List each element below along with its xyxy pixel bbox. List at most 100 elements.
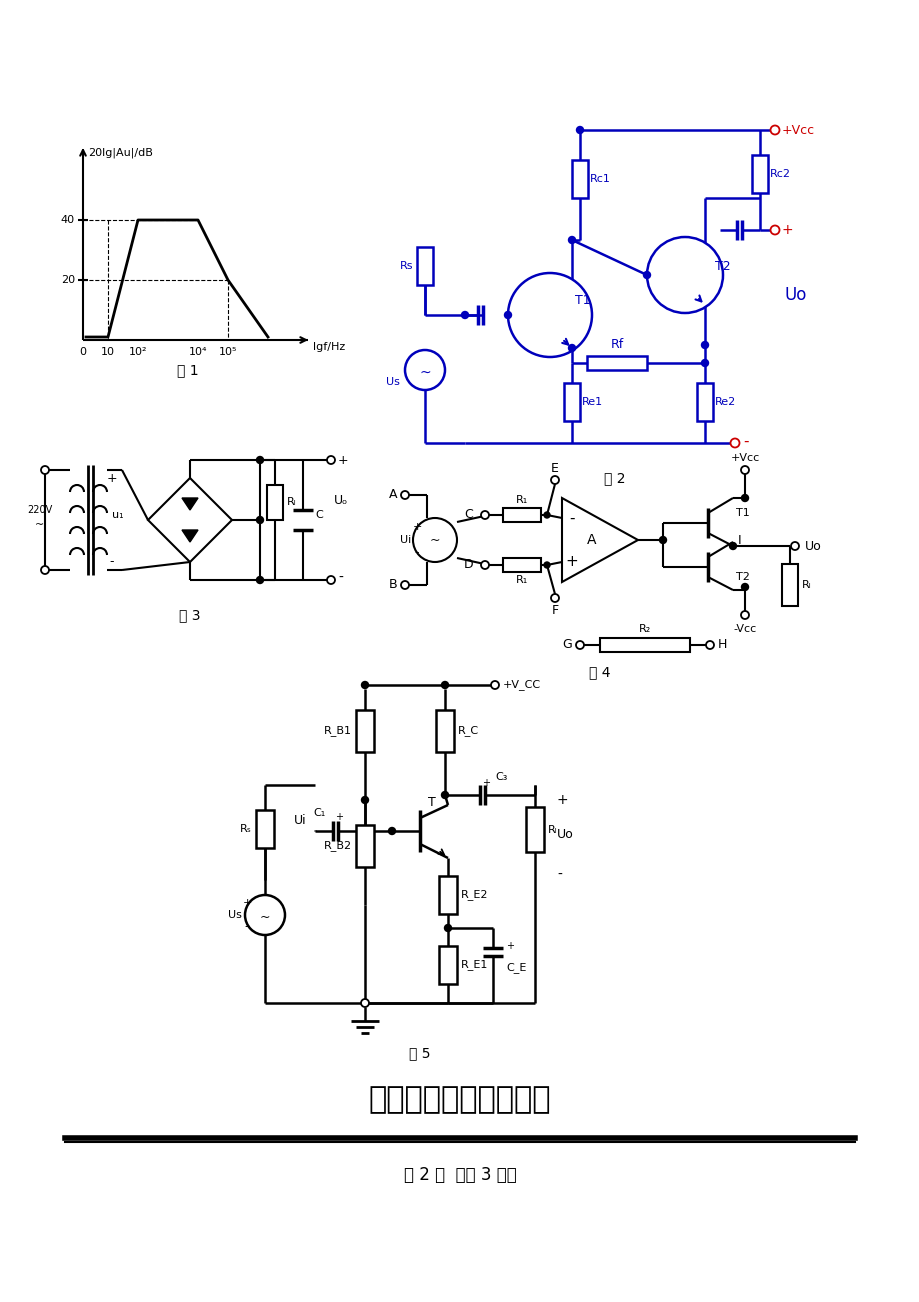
- Text: -: -: [244, 921, 249, 934]
- Text: -: -: [556, 868, 562, 881]
- Text: C₁: C₁: [313, 809, 325, 818]
- Bar: [255, 810, 274, 848]
- Text: Rₗ: Rₗ: [548, 825, 557, 835]
- Text: +Vcc: +Vcc: [730, 453, 759, 464]
- Text: T1: T1: [735, 508, 749, 518]
- Bar: [572, 160, 587, 198]
- Text: A: A: [388, 488, 397, 501]
- Text: G: G: [562, 638, 572, 651]
- Text: Rs: Rs: [399, 260, 413, 271]
- Text: D: D: [463, 559, 472, 572]
- Circle shape: [741, 495, 748, 501]
- Text: R_E2: R_E2: [460, 889, 488, 901]
- Circle shape: [729, 543, 736, 549]
- Bar: [586, 355, 646, 370]
- Text: 图 5: 图 5: [409, 1046, 430, 1060]
- Circle shape: [701, 341, 708, 349]
- Circle shape: [770, 225, 778, 234]
- Circle shape: [659, 536, 665, 543]
- Text: 20lg|Au|/dB: 20lg|Au|/dB: [88, 148, 153, 159]
- Bar: [697, 383, 712, 421]
- Text: R_C: R_C: [458, 725, 479, 737]
- Text: +: +: [107, 471, 118, 484]
- Text: Uo: Uo: [556, 828, 573, 841]
- Text: F: F: [550, 604, 558, 617]
- Text: H: H: [717, 638, 727, 651]
- Text: -: -: [109, 556, 114, 569]
- Circle shape: [41, 566, 49, 574]
- Circle shape: [770, 125, 778, 134]
- Circle shape: [441, 681, 448, 689]
- Circle shape: [740, 611, 748, 618]
- Text: -: -: [337, 572, 343, 585]
- Text: 图 2: 图 2: [604, 471, 625, 486]
- Circle shape: [646, 237, 722, 312]
- Text: Rₗ: Rₗ: [801, 579, 811, 590]
- Text: 220V: 220V: [28, 505, 52, 516]
- Text: T2: T2: [714, 260, 730, 273]
- Circle shape: [504, 311, 511, 319]
- Text: +: +: [242, 898, 252, 907]
- Text: 10⁵: 10⁵: [219, 348, 237, 357]
- Bar: [563, 383, 579, 421]
- Text: I: I: [737, 535, 741, 548]
- Text: lgf/Hz: lgf/Hz: [312, 342, 345, 352]
- Text: -: -: [569, 510, 574, 526]
- Bar: [781, 564, 797, 605]
- Circle shape: [401, 491, 409, 499]
- Circle shape: [491, 681, 498, 689]
- Text: Rc2: Rc2: [769, 169, 790, 178]
- Bar: [436, 710, 453, 753]
- Circle shape: [326, 575, 335, 585]
- Text: R_B2: R_B2: [323, 841, 352, 852]
- Text: 20: 20: [61, 275, 75, 285]
- Text: Us: Us: [386, 378, 400, 387]
- Circle shape: [413, 518, 457, 562]
- Bar: [356, 825, 374, 867]
- Polygon shape: [182, 530, 198, 542]
- Text: R₁: R₁: [516, 575, 528, 585]
- Bar: [503, 508, 540, 522]
- Circle shape: [361, 797, 369, 803]
- Text: -Vcc: -Vcc: [732, 624, 755, 634]
- Circle shape: [256, 517, 263, 523]
- Text: +: +: [335, 812, 343, 822]
- Circle shape: [575, 641, 584, 648]
- Circle shape: [388, 828, 395, 835]
- Circle shape: [790, 542, 798, 549]
- Text: C: C: [464, 509, 472, 522]
- Text: +: +: [505, 941, 514, 950]
- Text: -: -: [743, 434, 748, 448]
- Text: Rf: Rf: [609, 339, 623, 352]
- Text: R_E1: R_E1: [460, 960, 488, 970]
- Circle shape: [568, 345, 575, 352]
- Text: ~: ~: [419, 366, 430, 380]
- Text: Uo: Uo: [804, 539, 821, 552]
- Text: +: +: [781, 223, 793, 237]
- Text: 第 2 页  （共 3 页）: 第 2 页 （共 3 页）: [403, 1167, 516, 1184]
- Bar: [438, 947, 457, 984]
- Text: Rₛ: Rₛ: [240, 824, 252, 835]
- Text: 图 1: 图 1: [177, 363, 199, 378]
- Text: +: +: [556, 793, 568, 807]
- Polygon shape: [148, 478, 232, 562]
- Circle shape: [543, 512, 550, 518]
- Text: Uₒ: Uₒ: [334, 493, 348, 506]
- Text: C_E: C_E: [505, 962, 526, 974]
- Circle shape: [481, 510, 489, 519]
- Text: Rc1: Rc1: [589, 174, 610, 184]
- Text: ~: ~: [35, 519, 45, 530]
- Circle shape: [568, 237, 575, 243]
- Text: u₁: u₁: [112, 510, 123, 519]
- Text: 图 3: 图 3: [179, 608, 200, 622]
- Text: 10⁴: 10⁴: [188, 348, 207, 357]
- Circle shape: [441, 792, 448, 798]
- Polygon shape: [182, 497, 198, 510]
- Polygon shape: [562, 497, 637, 582]
- Text: 10²: 10²: [129, 348, 147, 357]
- Bar: [356, 710, 374, 753]
- Text: R₂: R₂: [638, 624, 651, 634]
- Bar: [599, 638, 689, 652]
- Circle shape: [361, 681, 369, 689]
- Circle shape: [404, 350, 445, 391]
